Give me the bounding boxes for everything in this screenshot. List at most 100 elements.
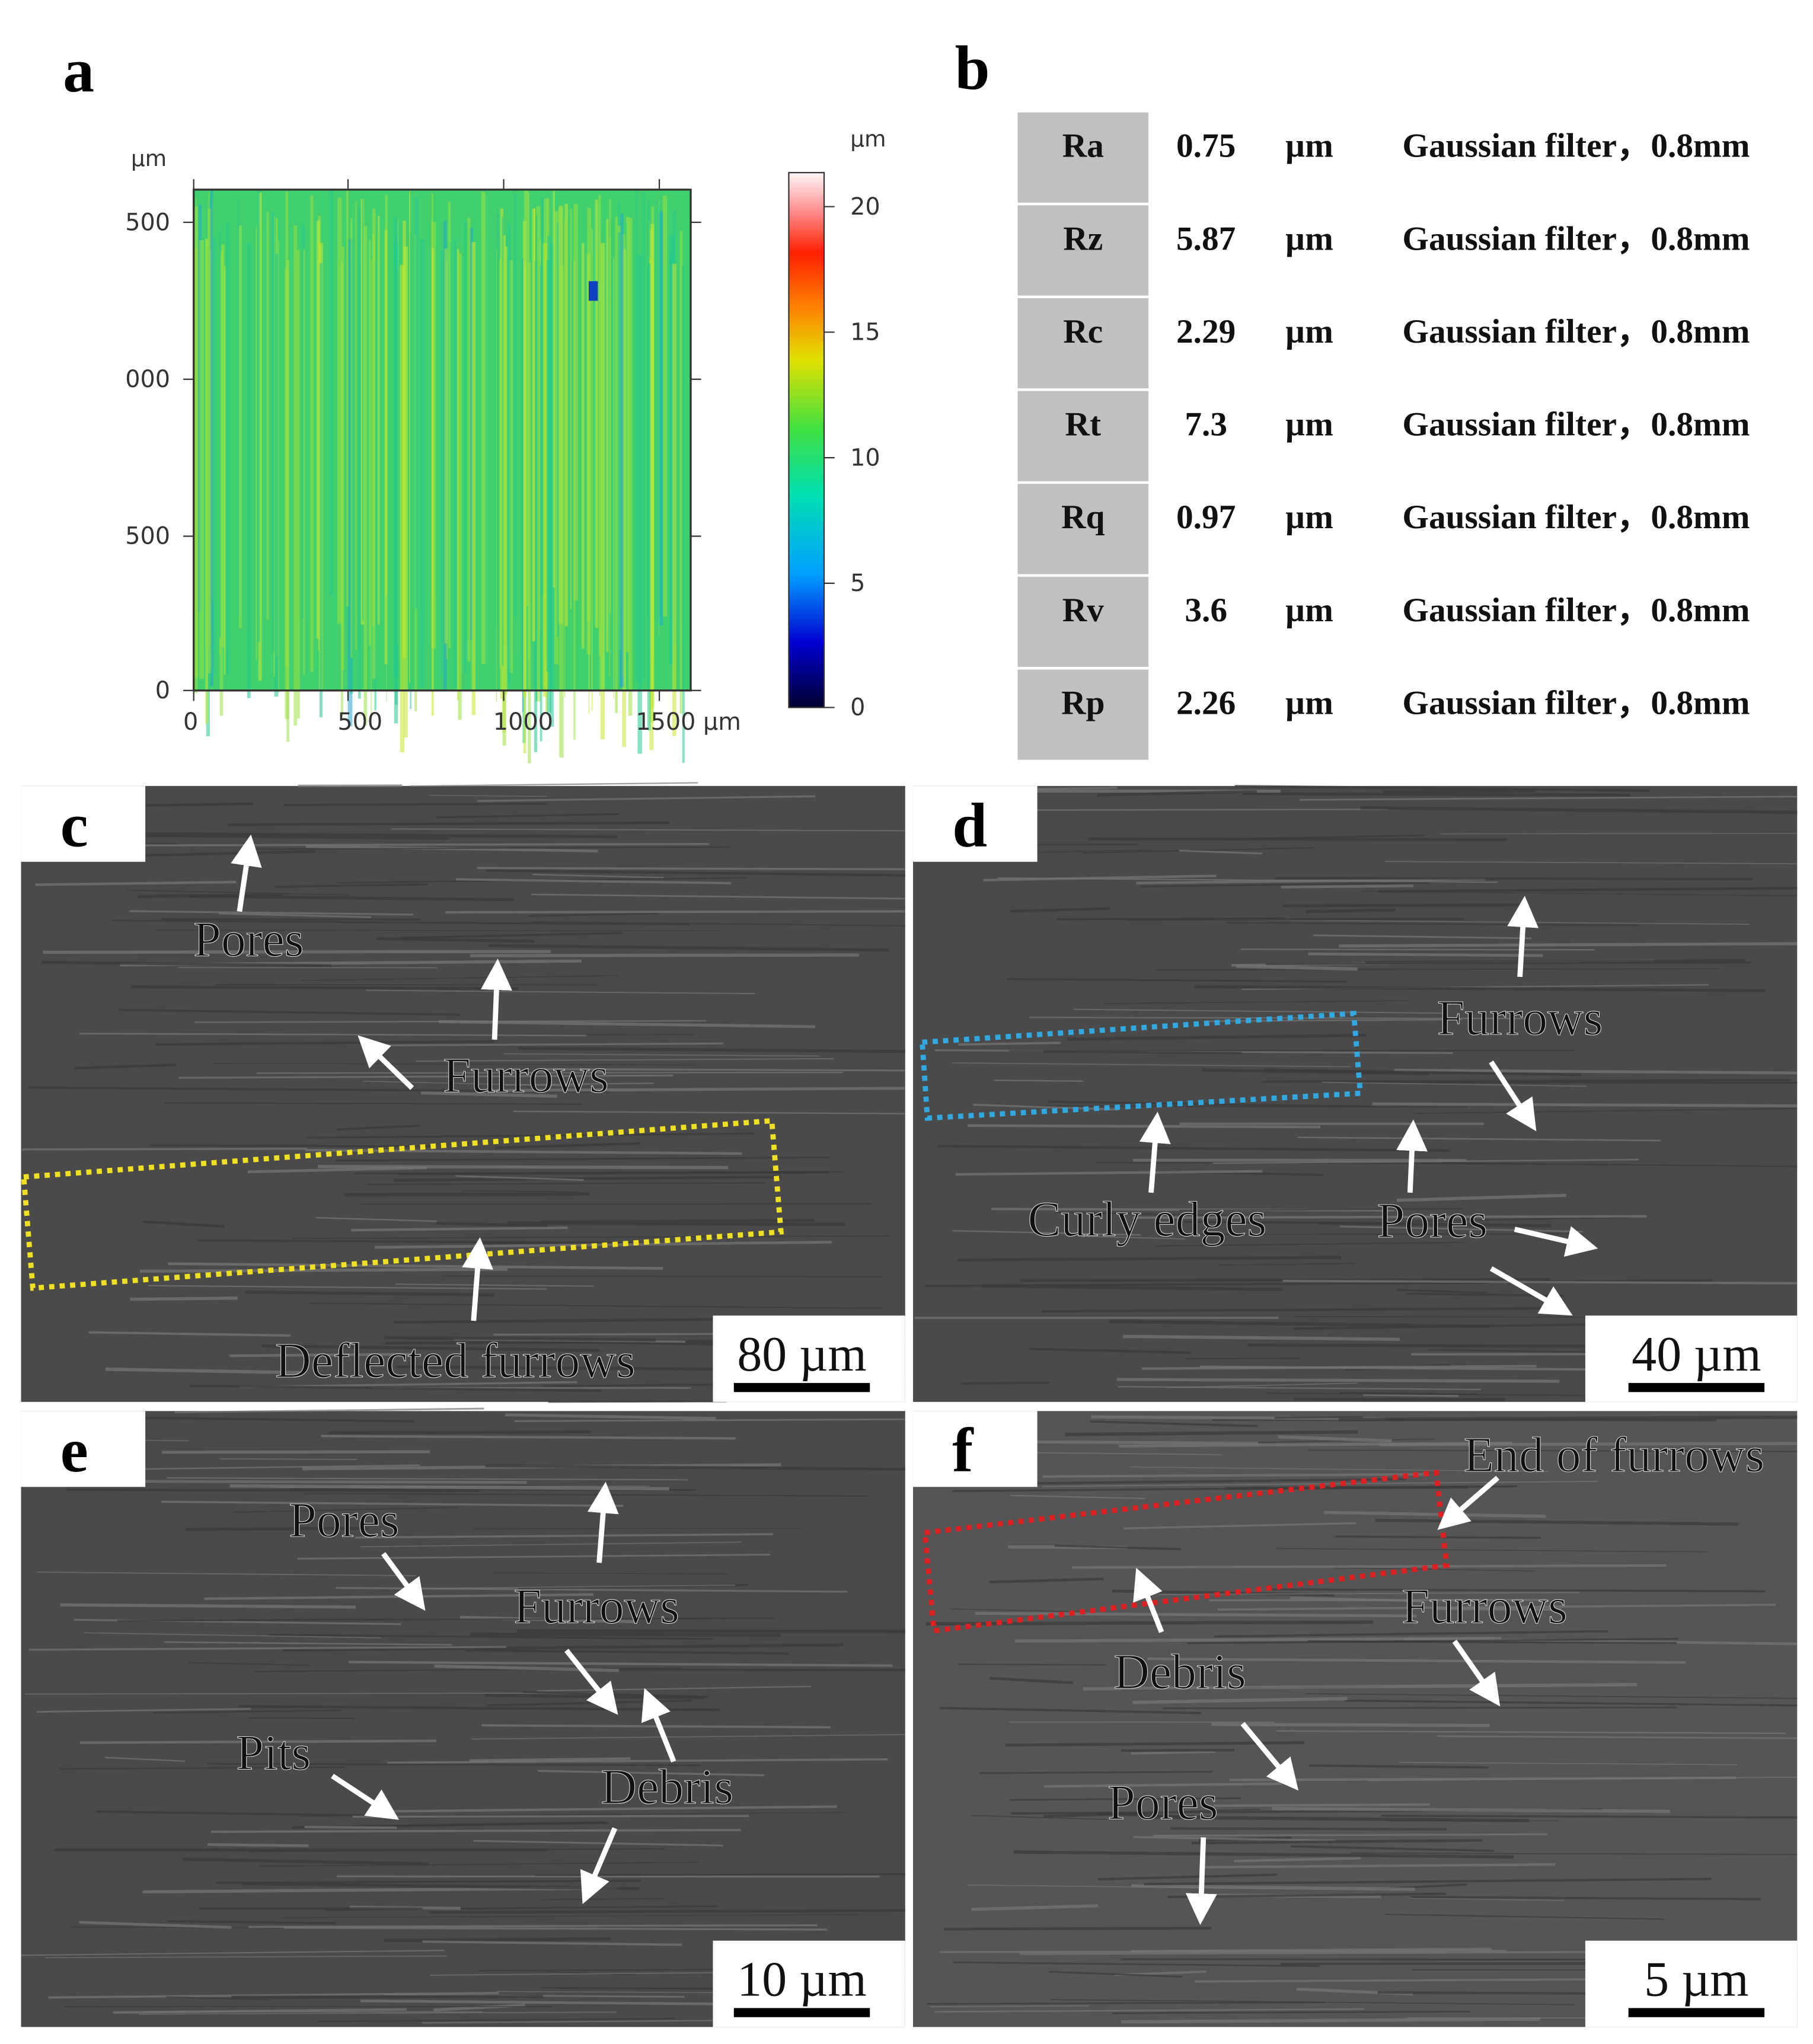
height-streak xyxy=(224,266,226,675)
sem-streak xyxy=(1121,1749,1235,1752)
height-streak xyxy=(316,221,320,639)
sem-streak xyxy=(43,950,551,954)
height-streak xyxy=(669,253,673,664)
sem-streak xyxy=(1090,1420,1258,1427)
height-streak xyxy=(502,217,504,666)
height-streak xyxy=(397,218,398,646)
sem-streak xyxy=(157,930,721,932)
height-streak xyxy=(534,207,535,641)
height-streak xyxy=(358,207,361,699)
sem-streak xyxy=(213,1062,697,1066)
arrow xyxy=(231,834,262,912)
sem-streak xyxy=(983,874,1217,882)
sem-streak xyxy=(384,1937,611,1942)
sem-streak xyxy=(1409,1898,1564,1901)
sem-streak xyxy=(1394,1068,1798,1075)
sem-streak xyxy=(475,1087,905,1093)
height-streak xyxy=(453,239,457,687)
sem-streak xyxy=(185,1526,369,1531)
height-streak xyxy=(272,212,274,652)
sem-streak xyxy=(1121,2017,1541,2024)
sem-streak xyxy=(138,2011,617,2015)
height-streak xyxy=(505,247,507,695)
sem-streak xyxy=(247,1166,427,1174)
annotation: Furrows xyxy=(1437,991,1603,1046)
scale-bar-label: 10 µm xyxy=(737,1952,866,2007)
sem-streak xyxy=(925,1620,1373,1626)
sem-streak xyxy=(547,1971,636,1976)
sem-streak xyxy=(394,1176,781,1182)
label-box xyxy=(21,785,146,862)
sem-streak xyxy=(316,1216,438,1222)
sem-streak xyxy=(168,1262,663,1270)
sem-streak xyxy=(238,1705,720,1711)
label-box xyxy=(913,1411,1038,1487)
table-cell: Gaussian filter，0.8mm xyxy=(1402,313,1750,350)
height-streak xyxy=(337,197,342,624)
sem-streak xyxy=(989,1676,1074,1685)
y-tick-label: 000 xyxy=(125,366,170,393)
sem-streak xyxy=(971,1904,1098,1911)
arrow xyxy=(1240,1722,1299,1791)
sem-streak xyxy=(1156,1241,1463,1247)
sem-streak xyxy=(470,1632,781,1637)
arrow xyxy=(1489,1060,1537,1132)
sem-streak xyxy=(167,1920,336,1925)
height-streak xyxy=(260,193,262,616)
height-streak xyxy=(469,227,473,640)
sem-streak xyxy=(937,1145,1451,1152)
sem-streak xyxy=(283,803,548,806)
x-tick-label: 1000 xyxy=(493,708,553,736)
sem-streak xyxy=(336,1125,421,1131)
sem-streak xyxy=(305,1148,742,1155)
sem-streak xyxy=(1182,1809,1261,1812)
sem-streak xyxy=(1211,1722,1490,1727)
height-streak xyxy=(350,218,353,658)
height-streak xyxy=(441,250,443,675)
sem-streak xyxy=(407,1584,736,1589)
table-cell: Rq xyxy=(1061,499,1105,536)
sem-streak xyxy=(1410,1896,1761,1901)
sem-streak xyxy=(380,1042,723,1047)
sem-streak xyxy=(1131,1884,1415,1891)
sem-streak xyxy=(1322,1081,1587,1087)
sem-streak xyxy=(1212,1158,1639,1164)
sem-streak xyxy=(952,1062,1351,1068)
sem-streak xyxy=(1276,1730,1786,1735)
sem-streak xyxy=(1396,1193,1566,1202)
sem-streak xyxy=(1007,978,1348,983)
sem-streak xyxy=(532,874,664,879)
sem-streak xyxy=(1300,796,1798,801)
height-streak xyxy=(540,265,542,742)
sem-streak xyxy=(251,846,730,850)
height-streak xyxy=(591,229,593,711)
sem-streak xyxy=(531,893,905,900)
sem-streak xyxy=(74,1063,176,1070)
height-streak xyxy=(497,209,499,626)
arrow xyxy=(587,1481,619,1563)
sem-streak xyxy=(309,1302,882,1310)
sem-streak xyxy=(538,1770,764,1777)
sem-streak xyxy=(1365,959,1745,964)
table-cell: Rc xyxy=(1063,313,1103,350)
colorbar-unit: µm xyxy=(850,126,886,152)
sem-streak xyxy=(978,1478,1407,1486)
label-box xyxy=(913,785,1038,862)
table-cell: Gaussian filter，0.8mm xyxy=(1402,684,1750,721)
sem-streak xyxy=(470,953,859,957)
sem-streak xyxy=(1351,1852,1798,1855)
height-streak xyxy=(330,190,333,596)
height-streak xyxy=(448,202,451,649)
sem-streak xyxy=(183,1857,429,1866)
x-tick-label: 1500 µm xyxy=(636,708,741,736)
sem-streak xyxy=(1129,1466,1549,1473)
sem-streak xyxy=(473,1839,723,1847)
sem-streak xyxy=(395,1283,594,1287)
param-cell xyxy=(1017,205,1149,296)
sem-streak xyxy=(1029,1017,1524,1020)
sem-streak xyxy=(371,1805,837,1813)
height-streak xyxy=(514,193,517,618)
table-cell: Gaussian filter，0.8mm xyxy=(1402,127,1750,165)
sem-streak xyxy=(1144,1877,1712,1886)
sem-streak xyxy=(269,1634,713,1640)
